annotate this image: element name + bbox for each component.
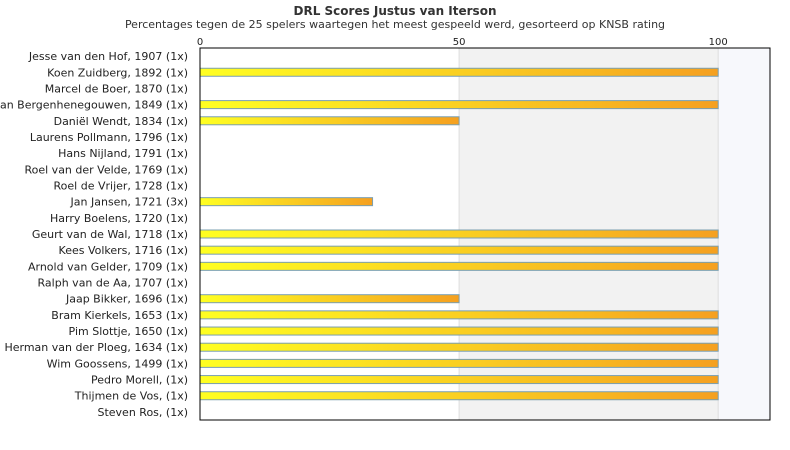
category-label: Job van Bergenhenegouwen, 1849 (1x) <box>0 99 188 112</box>
tick-label: 0 <box>197 37 203 48</box>
bar <box>199 310 719 320</box>
bar <box>199 294 460 304</box>
bar <box>199 197 374 207</box>
bar <box>199 342 719 352</box>
bar <box>199 326 719 336</box>
category-label: Pim Slottje, 1650 (1x) <box>69 325 188 338</box>
category-label: Ralph van de Aa, 1707 (1x) <box>38 277 188 290</box>
band-100-plus <box>718 48 770 420</box>
category-label: Laurens Pollmann, 1796 (1x) <box>30 131 188 144</box>
category-label: Herman van der Ploeg, 1634 (1x) <box>4 341 188 354</box>
bar <box>199 67 719 77</box>
bar <box>199 358 719 368</box>
plot-frame <box>199 47 771 421</box>
bar <box>199 100 719 110</box>
category-label: Jaap Bikker, 1696 (1x) <box>65 293 188 306</box>
category-label: Roel de Vrijer, 1728 (1x) <box>54 179 188 192</box>
category-label: Arnold van Gelder, 1709 (1x) <box>28 260 188 273</box>
category-label: Hans Nijland, 1791 (1x) <box>58 147 188 160</box>
category-label: Harry Boelens, 1720 (1x) <box>50 212 188 225</box>
category-label: Geurt van de Wal, 1718 (1x) <box>32 228 188 241</box>
category-label: Jesse van den Hof, 1907 (1x) <box>28 50 188 63</box>
bar <box>199 261 719 271</box>
category-label: Kees Volkers, 1716 (1x) <box>59 244 188 257</box>
chart-title: DRL Scores Justus van Iterson <box>293 4 497 18</box>
category-label: Steven Ros, (1x) <box>97 406 188 419</box>
category-label: Bram Kierkels, 1653 (1x) <box>51 309 188 322</box>
bar <box>199 375 719 385</box>
category-label: Jan Jansen, 1721 (3x) <box>70 196 188 209</box>
bar <box>199 245 719 255</box>
bar <box>199 229 719 239</box>
chart-subtitle: Percentages tegen de 25 spelers waartege… <box>124 18 666 31</box>
category-label: Pedro Morell, (1x) <box>91 374 188 387</box>
bar <box>199 391 719 401</box>
category-label: Marcel de Boer, 1870 (1x) <box>45 82 188 95</box>
category-label: Koen Zuidberg, 1892 (1x) <box>47 66 188 79</box>
category-label: Wim Goossens, 1499 (1x) <box>47 357 188 370</box>
bar <box>199 116 460 126</box>
category-label: Thijmen de Vos, (1x) <box>74 390 188 403</box>
tick-label: 100 <box>709 37 728 48</box>
category-label: Daniël Wendt, 1834 (1x) <box>54 115 188 128</box>
tick-label: 50 <box>453 37 466 48</box>
category-label: Roel van der Velde, 1769 (1x) <box>24 163 188 176</box>
